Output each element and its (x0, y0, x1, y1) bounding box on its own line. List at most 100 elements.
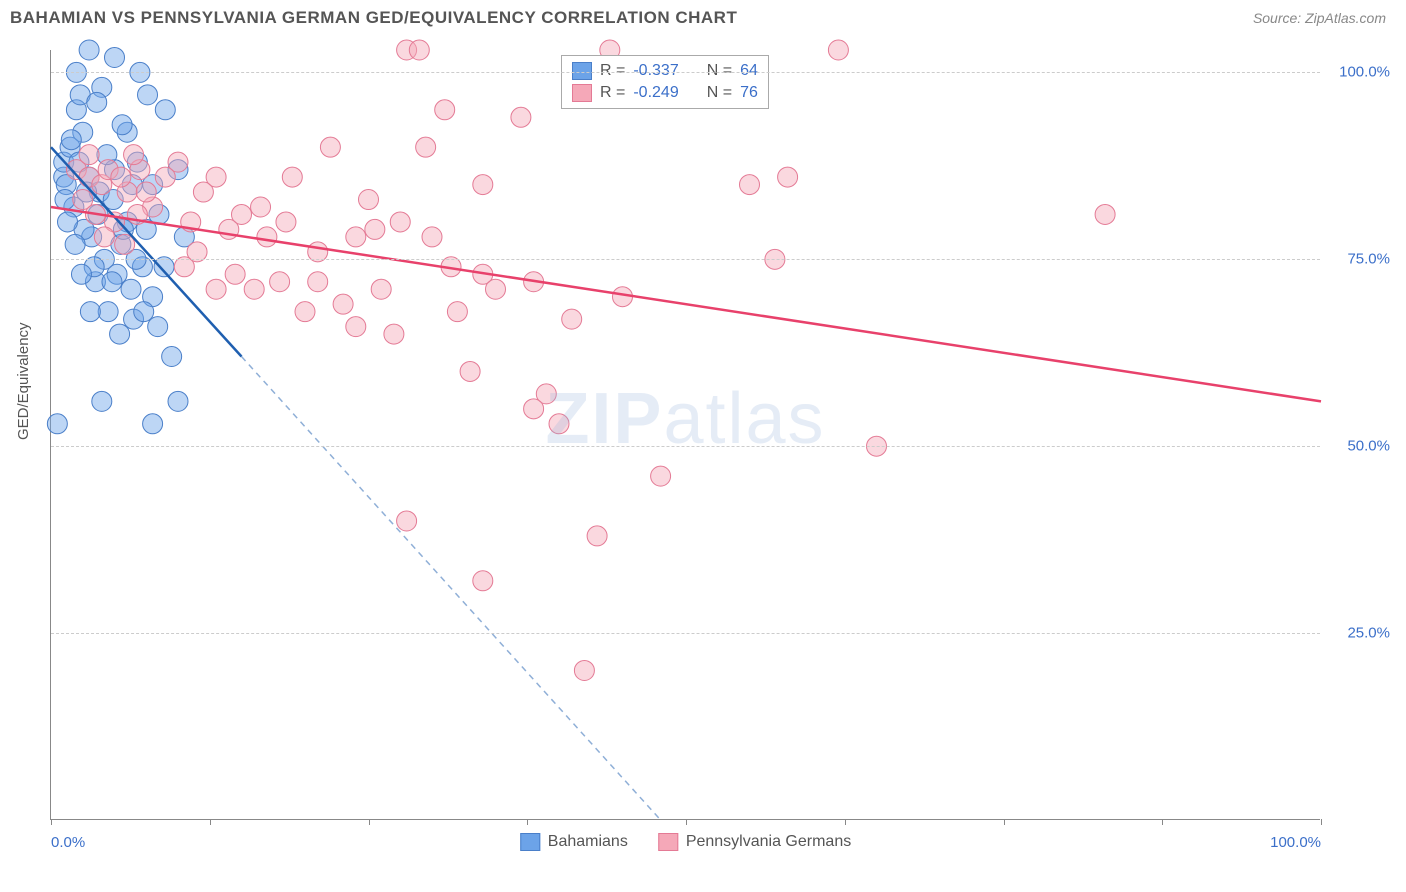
data-point (282, 167, 302, 187)
data-point (473, 571, 493, 591)
data-point (524, 399, 544, 419)
data-point (110, 324, 130, 344)
gridline (51, 72, 1320, 73)
data-point (460, 361, 480, 381)
data-point (138, 85, 158, 105)
data-point (371, 279, 391, 299)
data-point (92, 391, 112, 411)
stat-label: N = (707, 84, 732, 102)
swatch-icon (520, 833, 540, 851)
data-point (365, 219, 385, 239)
x-tick-mark (1004, 819, 1005, 825)
stat-label: R = (600, 62, 625, 80)
stats-row: R = -0.337 N = 64 (572, 60, 758, 82)
data-point (143, 414, 163, 434)
data-point (244, 279, 264, 299)
chart-title: BAHAMIAN VS PENNSYLVANIA GERMAN GED/EQUI… (10, 8, 737, 28)
x-tick-label: 100.0% (1270, 834, 1321, 851)
data-point (87, 92, 107, 112)
data-point (778, 167, 798, 187)
x-tick-mark (51, 819, 52, 825)
data-point (435, 100, 455, 120)
data-point (155, 167, 175, 187)
series-legend: Bahamians Pennsylvania Germans (520, 833, 851, 851)
data-point (80, 302, 100, 322)
data-point (134, 302, 154, 322)
data-point (79, 145, 99, 165)
data-point (71, 264, 91, 284)
data-point (102, 272, 122, 292)
x-tick-label: 0.0% (51, 834, 85, 851)
stat-n-value: 64 (740, 62, 758, 80)
data-point (98, 302, 118, 322)
stats-legend-box: R = -0.337 N = 64 R = -0.249 N = 76 (561, 55, 769, 109)
data-point (111, 167, 131, 187)
y-axis-label: GED/Equivalency (15, 322, 32, 440)
data-point (112, 115, 132, 135)
data-point (206, 167, 226, 187)
data-point (58, 212, 78, 232)
data-point (1095, 204, 1115, 224)
x-tick-mark (845, 819, 846, 825)
data-point (511, 107, 531, 127)
data-point (651, 466, 671, 486)
data-point (409, 40, 429, 60)
data-point (276, 212, 296, 232)
data-point (359, 190, 379, 210)
data-point (416, 137, 436, 157)
y-tick-label: 25.0% (1330, 625, 1390, 642)
data-point (65, 234, 85, 254)
swatch-icon (572, 84, 592, 102)
data-point (828, 40, 848, 60)
data-point (562, 309, 582, 329)
data-point (346, 227, 366, 247)
data-point (333, 294, 353, 314)
data-point (251, 197, 271, 217)
data-point (384, 324, 404, 344)
y-tick-label: 75.0% (1330, 251, 1390, 268)
data-point (320, 137, 340, 157)
data-point (162, 347, 182, 367)
data-point (121, 279, 141, 299)
y-tick-label: 50.0% (1330, 438, 1390, 455)
data-point (390, 212, 410, 232)
swatch-icon (572, 62, 592, 80)
data-point (148, 317, 168, 337)
data-point (295, 302, 315, 322)
stat-r-value: -0.249 (633, 84, 678, 102)
stat-n-value: 76 (740, 84, 758, 102)
data-point (447, 302, 467, 322)
data-point (124, 145, 144, 165)
gridline (51, 259, 1320, 260)
trend-line-dashed (242, 357, 661, 820)
data-point (47, 414, 67, 434)
stat-r-value: -0.337 (633, 62, 678, 80)
data-point (422, 227, 442, 247)
x-tick-mark (527, 819, 528, 825)
x-tick-mark (210, 819, 211, 825)
data-point (346, 317, 366, 337)
data-point (155, 100, 175, 120)
legend-item: Pennsylvania Germans (658, 833, 851, 851)
legend-label: Bahamians (548, 833, 628, 851)
data-point (136, 182, 156, 202)
data-point (206, 279, 226, 299)
x-tick-mark (369, 819, 370, 825)
trend-line-solid (51, 207, 1321, 401)
legend-label: Pennsylvania Germans (686, 833, 851, 851)
data-point (94, 227, 114, 247)
data-point (473, 175, 493, 195)
data-point (105, 47, 125, 67)
data-point (79, 40, 99, 60)
gridline (51, 446, 1320, 447)
data-point (486, 279, 506, 299)
x-tick-mark (1321, 819, 1322, 825)
data-point (61, 130, 81, 150)
data-point (587, 526, 607, 546)
data-point (740, 175, 760, 195)
legend-item: Bahamians (520, 833, 628, 851)
source-attribution: Source: ZipAtlas.com (1253, 10, 1386, 26)
data-point (397, 511, 417, 531)
swatch-icon (658, 833, 678, 851)
data-point (549, 414, 569, 434)
